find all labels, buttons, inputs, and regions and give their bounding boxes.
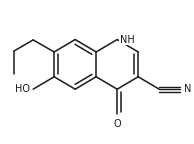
Text: NH: NH — [120, 35, 135, 44]
Text: O: O — [113, 119, 121, 129]
Text: N: N — [184, 84, 192, 94]
Text: HO: HO — [15, 84, 30, 94]
